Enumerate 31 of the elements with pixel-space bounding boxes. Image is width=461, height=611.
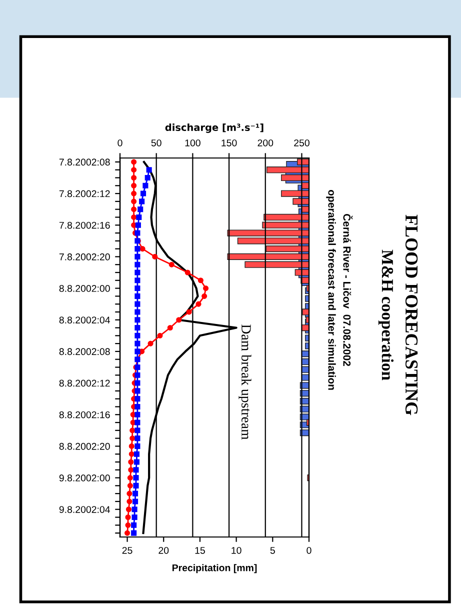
annotation: Dam break upstream <box>238 324 252 440</box>
x2-tick-label: 150 <box>222 139 237 146</box>
x-tick-label: 5 <box>270 547 275 554</box>
x-tick-label: 20 <box>158 546 169 554</box>
y-tick-label: 7.8.2002:20 <box>59 253 110 260</box>
y-tick-label: 8.8.2002:16 <box>59 411 110 418</box>
y-tick-label: 8.8.2002:20 <box>59 442 110 450</box>
y-tick-label: 8.8.2002:08 <box>59 348 110 356</box>
y-tick-label: 7.8.2002:12 <box>59 190 110 198</box>
y-tick-label: 7.8.2002:08 <box>59 158 110 166</box>
x-tick-label: 25 <box>122 546 132 554</box>
x2-tick-label: 250 <box>294 139 310 146</box>
y-tick-label: 8.8.2002:12 <box>59 380 110 387</box>
x2-axis-title: discharge [m³.s⁻¹] <box>165 123 264 133</box>
text: operational forecast and later simulation <box>326 190 336 390</box>
x2-tick-label: 200 <box>258 139 274 146</box>
text: M&H cooperation <box>378 250 394 380</box>
x2-tick-label: 100 <box>185 139 200 146</box>
x-tick-label: 10 <box>232 546 242 554</box>
text: FLOOD FORECASTING <box>405 214 418 416</box>
x-tick-label: 15 <box>195 547 205 554</box>
y-tick-label: 8.8.2002:04 <box>59 316 110 324</box>
x-axis-title: Precipitation [mm] <box>172 564 257 574</box>
x2-tick-label: 0 <box>118 139 122 146</box>
x-tick-label: 0 <box>306 546 312 554</box>
y-tick-label: 8.8.2002:00 <box>59 285 110 292</box>
y-tick-label: 9.8.2002:04 <box>59 506 110 513</box>
y-tick-label: 7.8.2002:16 <box>59 222 110 229</box>
text: Černá River - Ličov 07.08.2002 <box>343 214 353 366</box>
y-tick-label: 9.8.2002:00 <box>59 474 110 482</box>
x2-tick-label: 50 <box>151 139 162 146</box>
